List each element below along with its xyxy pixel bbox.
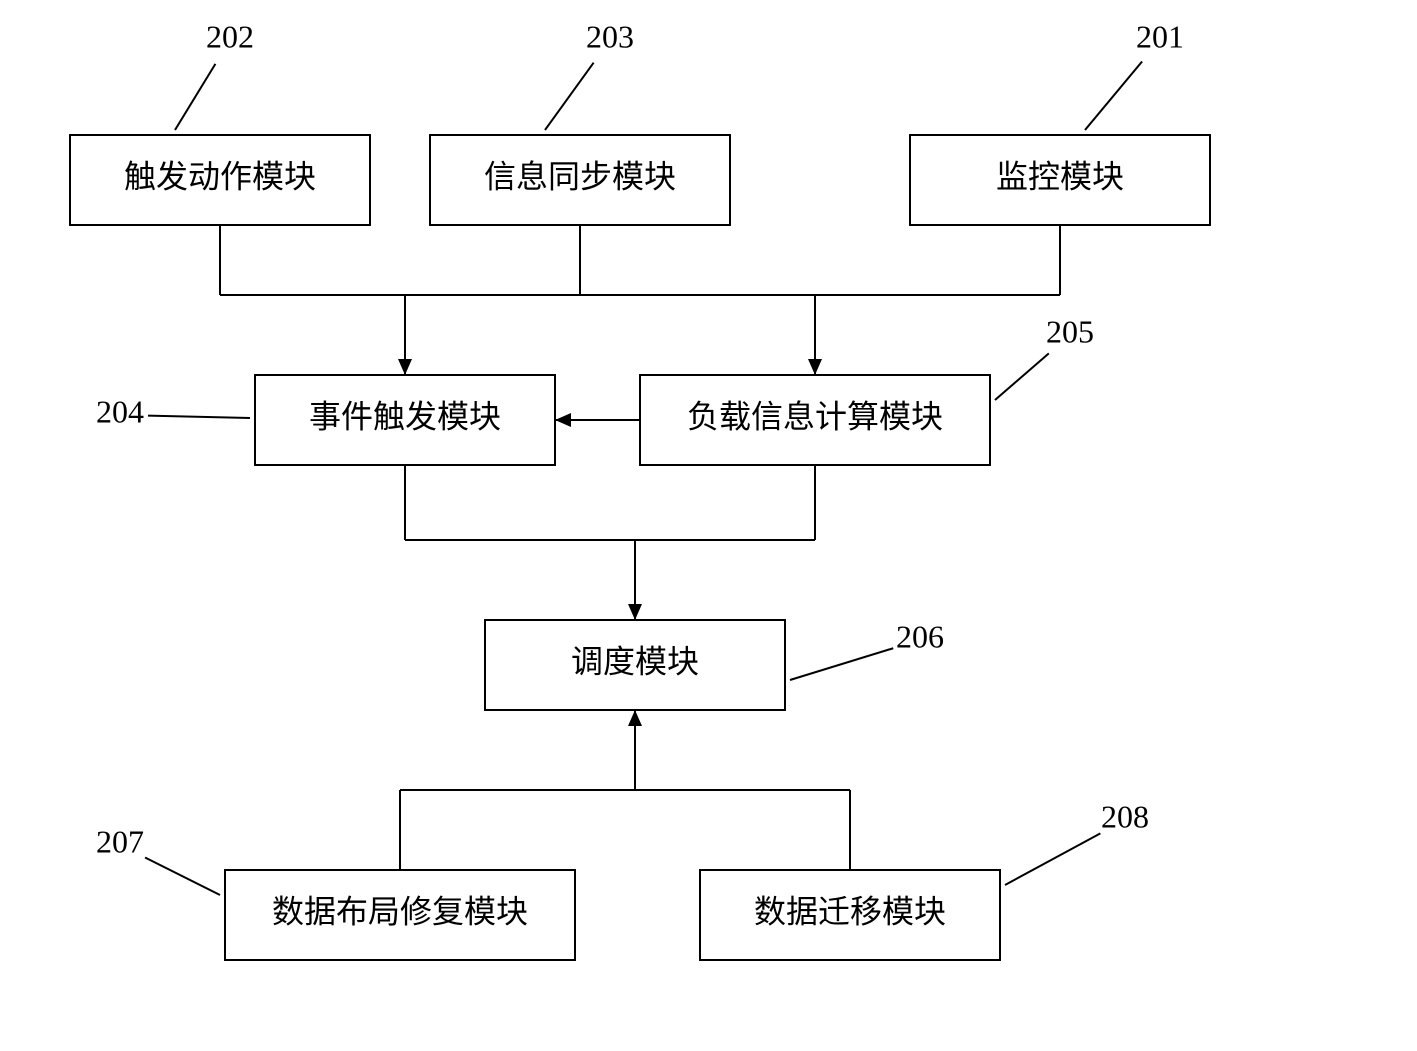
leader-line [148, 416, 250, 418]
leader-line [790, 648, 893, 680]
node-label: 调度模块 [571, 643, 699, 679]
node-n207: 数据布局修复模块 207 [96, 823, 575, 960]
node-label: 数据布局修复模块 [272, 893, 528, 929]
node-number: 202 [206, 18, 254, 54]
node-n206: 调度模块 206 [485, 618, 944, 710]
node-n201: 监控模块 201 [910, 18, 1210, 225]
node-label: 监控模块 [996, 158, 1124, 194]
node-number: 203 [586, 18, 634, 54]
leader-line [545, 63, 594, 130]
leader-line [1085, 62, 1142, 130]
node-label: 数据迁移模块 [754, 893, 946, 929]
node-n203: 信息同步模块 203 [430, 18, 730, 225]
leader-line [145, 858, 220, 895]
node-label: 事件触发模块 [309, 398, 501, 434]
node-n205: 负载信息计算模块 205 [640, 313, 1094, 465]
leader-line [995, 353, 1049, 400]
node-number: 206 [896, 618, 944, 654]
node-n204: 事件触发模块 204 [96, 375, 555, 465]
leader-line [1005, 833, 1100, 885]
node-n208: 数据迁移模块 208 [700, 798, 1149, 960]
node-label: 信息同步模块 [484, 158, 676, 194]
node-label: 负载信息计算模块 [687, 398, 943, 434]
node-number: 207 [96, 823, 144, 859]
node-number: 204 [96, 393, 144, 429]
node-label: 触发动作模块 [124, 158, 316, 194]
node-number: 205 [1046, 313, 1094, 349]
node-number: 201 [1136, 18, 1184, 54]
node-n202: 触发动作模块 202 [70, 18, 370, 225]
node-number: 208 [1101, 798, 1149, 834]
leader-line [175, 64, 215, 130]
